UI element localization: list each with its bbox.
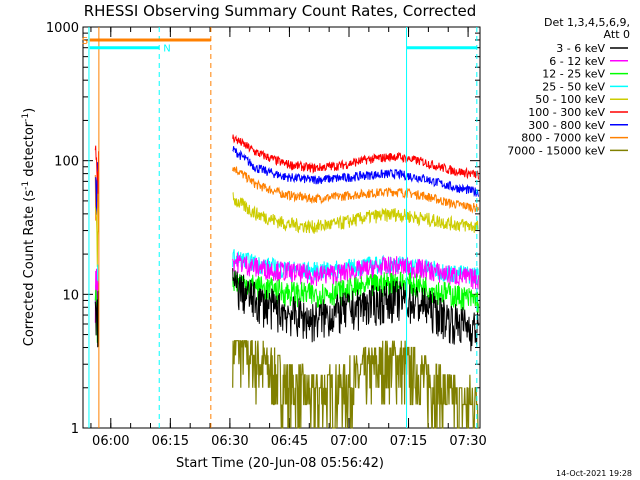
x-tick-label: 07:30 [449, 434, 486, 449]
x-tick-label: 06:00 [92, 434, 129, 449]
x-tick-label: 06:45 [271, 434, 308, 449]
y-tick-label: 10 [62, 288, 79, 303]
series-line [232, 192, 479, 234]
series-50-100keV [94, 192, 479, 267]
legend-entry-label: 300 - 800 keV [528, 119, 605, 132]
x-tick-label: 06:30 [211, 434, 248, 449]
series-early-spike [94, 291, 99, 348]
chart-title: RHESSI Observing Summary Count Rates, Co… [84, 2, 477, 20]
legend-header-detectors: Det 1,3,4,5,6,9, [544, 16, 630, 29]
x-tick-label: 06:15 [152, 434, 189, 449]
y-tick-label: 1000 [46, 21, 79, 36]
series-line [232, 252, 479, 290]
legend-header-attenuator: Att 0 [604, 28, 630, 41]
legend-entry-label: 800 - 7000 keV [521, 132, 605, 145]
legend-entry-label: 3 - 6 keV [556, 42, 605, 55]
legend-entry-label: 6 - 12 keV [549, 55, 605, 68]
legend-entry-label: 100 - 300 keV [528, 106, 605, 119]
series-line [232, 268, 479, 352]
legend-entry-label: 50 - 100 keV [535, 93, 605, 106]
legend-entry-label: 12 - 25 keV [542, 68, 605, 81]
x-axis-label: Start Time (20-Jun-08 05:56:42) [176, 456, 384, 471]
x-tick-label: 07:15 [390, 434, 427, 449]
flag-bar-label: N [163, 44, 170, 55]
y-axis-label-part: ) [22, 108, 37, 113]
series-100-300keV [94, 134, 479, 194]
y-tick-label: 1 [71, 422, 79, 437]
x-tick-label: 07:00 [330, 434, 367, 449]
y-axis-label-superscript: -1 [21, 113, 31, 122]
legend-entry-label: 25 - 50 keV [542, 80, 605, 93]
series-line [232, 134, 479, 180]
series-7000-15000keV [232, 340, 479, 429]
series-early-spike [94, 206, 99, 267]
series-3-6keV [94, 268, 479, 352]
footer-date: 14-Oct-2021 19:28 [556, 469, 632, 478]
y-tick-label: 100 [54, 155, 79, 170]
y-axis-label-part: detector [22, 121, 37, 181]
legend-entry-label: 7000 - 15000 keV [507, 144, 605, 157]
flag-bar-label: S [82, 36, 88, 47]
series-line [232, 166, 479, 214]
y-axis-label-part: Corrected Count Rate (s [22, 190, 37, 347]
series-line [232, 340, 479, 429]
y-axis-label-superscript: -1 [21, 181, 31, 190]
y-axis-label: Corrected Count Rate (s-1 detector-1) [21, 108, 37, 346]
series-300-800keV [94, 146, 479, 215]
legend-header: Det 1,3,4,5,6,9, Att 0 [544, 16, 630, 41]
series-line [232, 146, 479, 198]
series-early-spike [94, 145, 99, 194]
